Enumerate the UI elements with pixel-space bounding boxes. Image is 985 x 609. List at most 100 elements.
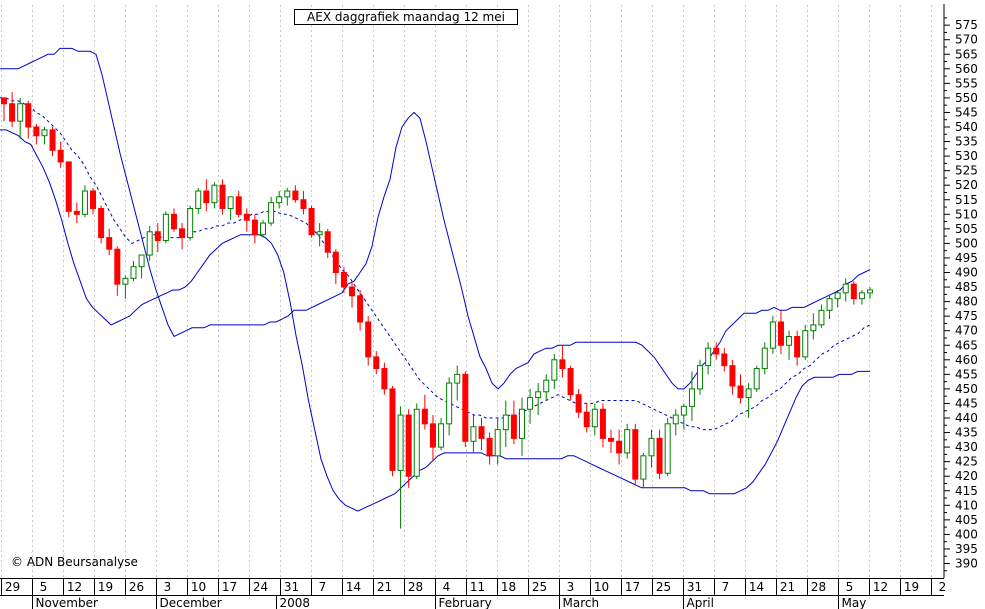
candle-body [802,330,809,358]
candle-body [470,426,477,442]
x-tick-label: 7 [722,580,730,594]
candle-body [41,129,48,137]
candle [90,188,97,215]
candle-body [227,196,234,209]
chart-title: AEX daggrafiek maandag 12 mei [307,10,505,24]
candle-body [25,103,32,128]
candle-body [259,222,266,236]
y-tick-label: 575 [955,18,978,32]
candle [211,182,218,209]
candle-body [567,368,574,396]
upper-band-line [0,47,871,390]
candle [446,377,453,436]
candle-body [697,365,704,390]
candle-body [268,202,275,224]
candle-body [648,437,655,457]
candle [106,228,113,256]
candle-body [357,295,364,323]
y-tick-label: 525 [955,164,978,178]
candle-body [114,248,121,285]
candle [349,281,356,308]
candle [567,365,574,401]
candle-body [632,429,639,480]
candle-body [9,103,16,122]
x-month-label: November [36,596,98,609]
candle-body [543,379,550,393]
candle-body [753,368,760,390]
candle [429,415,436,462]
candle [510,400,517,445]
candle-body [65,161,72,212]
y-tick-label: 570 [955,33,978,47]
y-tick-label: 470 [955,324,978,338]
candle-body [57,149,64,163]
y-tick-label: 490 [955,266,978,280]
candle-body [130,266,137,279]
candle [705,342,712,375]
candle-body [608,437,615,442]
candle-body [599,408,606,439]
candle [195,188,202,215]
y-tick-label: 495 [955,251,978,265]
candle-body [413,408,420,477]
candle [454,365,461,401]
candle [867,287,873,299]
candle-body [90,190,97,209]
candle [575,388,582,418]
candle [284,188,291,206]
x-tick-label: 28 [811,580,826,594]
y-tick-label: 435 [955,426,978,440]
candle-body [187,207,194,239]
candle [81,185,88,218]
y-tick-label: 415 [955,484,978,498]
y-tick-label: 555 [955,76,978,90]
candle [608,429,615,453]
candle [203,179,210,212]
candle [632,423,639,485]
candle-body [616,440,623,454]
candle-body [705,347,712,367]
x-month-label: 2008 [280,596,311,609]
candle-body [211,184,218,204]
candle [49,127,56,157]
title-box: AEX daggrafiek maandag 12 mei [294,9,518,25]
candle-body [381,368,388,390]
candle [25,100,32,139]
candle-body [373,356,380,370]
candle-body [591,408,598,428]
x-tick-label: 31 [284,580,299,594]
candle [389,385,396,477]
candle [114,246,121,296]
candle-body [640,455,647,480]
candle [721,348,728,372]
candle-body [858,292,865,300]
candle-body [535,391,542,399]
y-tick-label: 565 [955,47,978,61]
candle [381,362,388,395]
candle-body [146,231,153,256]
candle-body [1,97,7,105]
y-tick-label: 405 [955,513,978,527]
x-month-label: March [563,596,600,609]
candle-body [494,429,501,457]
candle [858,289,865,305]
candle [146,225,153,261]
candle-body [527,397,534,410]
y-tick-label: 560 [955,62,978,76]
x-month-label: February [439,596,492,609]
x-tick-label: 19 [98,580,113,594]
y-tick-label: 460 [955,353,978,367]
candle-body [340,272,347,288]
x-tick-label: 12 [873,580,888,594]
candle-body [138,254,145,268]
candle [292,185,299,203]
x-tick-label: 4 [443,580,451,594]
x-tick-label: 5 [846,580,854,594]
candle [365,316,372,366]
candle [802,324,809,360]
candle [17,97,24,139]
candle-body [170,213,177,230]
candle-body [850,283,857,300]
axes [0,4,945,596]
